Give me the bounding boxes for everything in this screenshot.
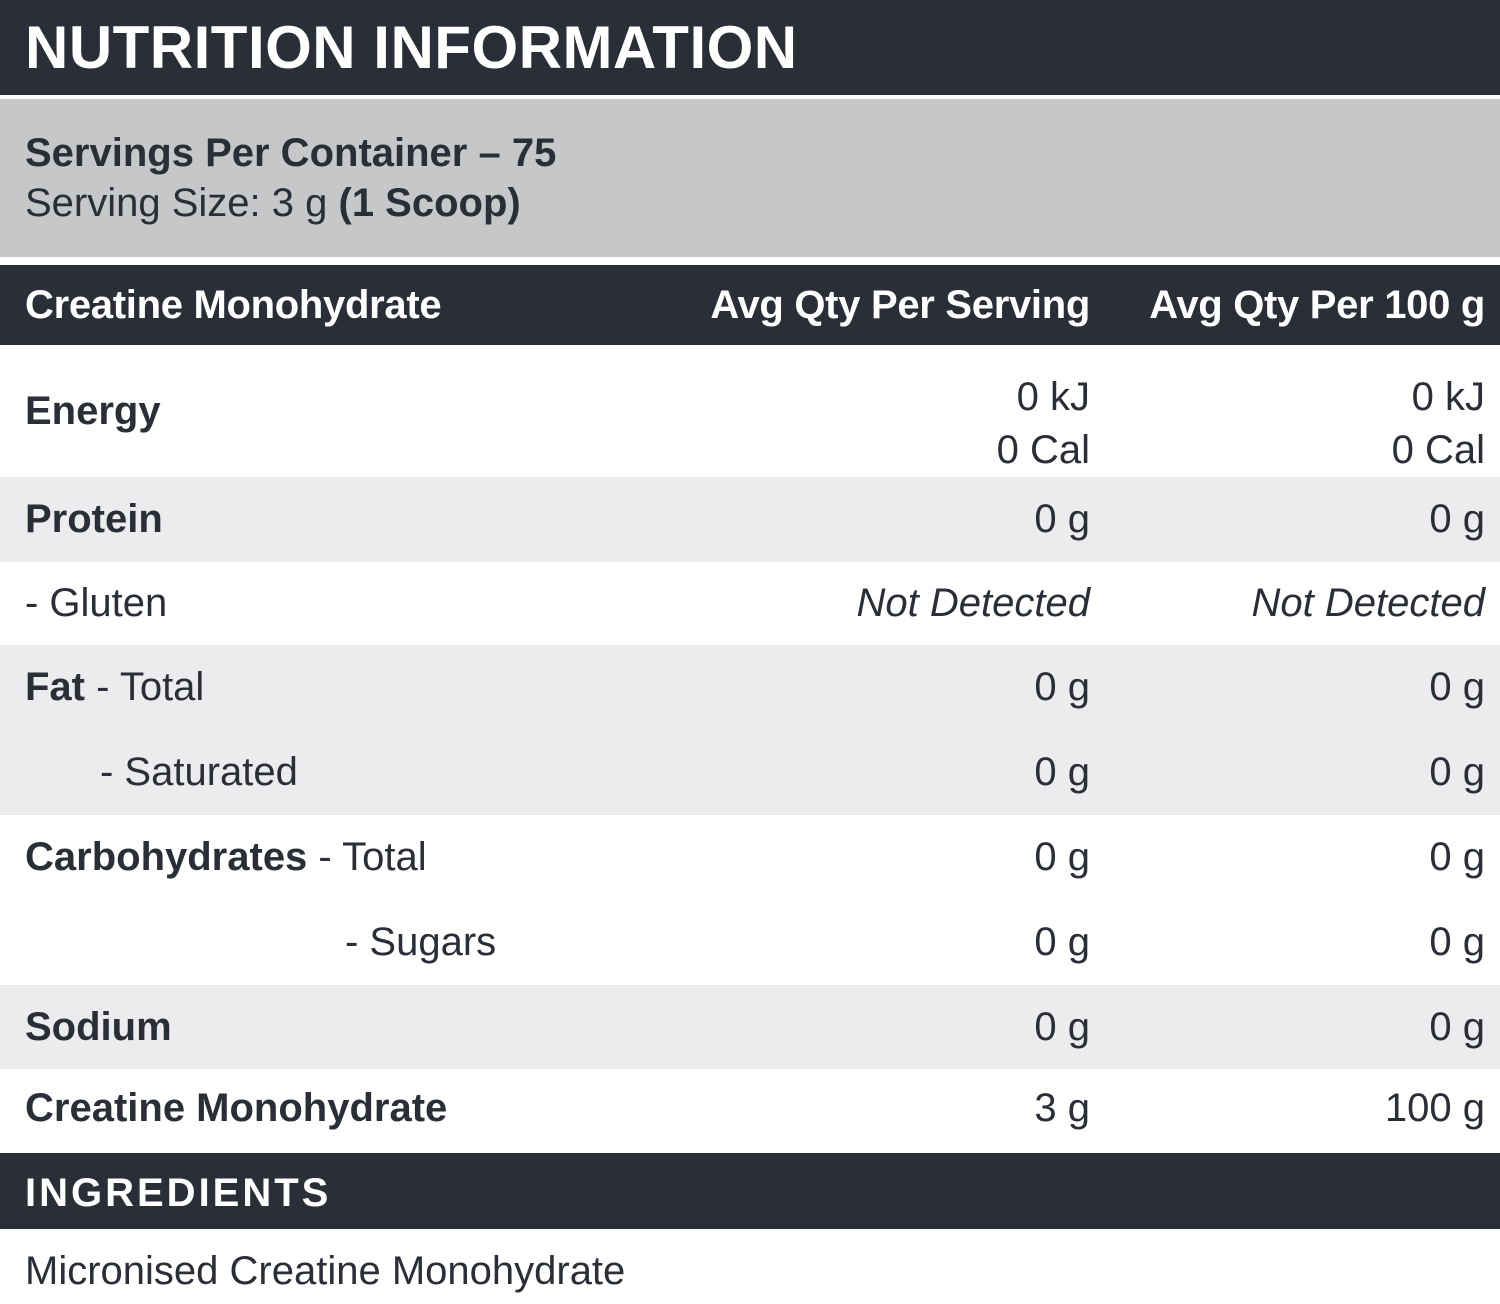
ingredients-text: Micronised Creatine Monohydrate (25, 1249, 626, 1293)
creatine-per-serving: 3 g (1034, 1086, 1090, 1130)
protein-per-100g: 0 g (1429, 497, 1485, 541)
sugars-label: - Sugars (345, 920, 497, 964)
fat-saturated-per-100g: 0 g (1429, 750, 1485, 794)
fat-label-col: Fat - Total - Saturated (25, 645, 700, 815)
sodium-per-100g: 0 g (1429, 1004, 1485, 1049)
carbs-total-per-100g: 0 g (1429, 835, 1485, 879)
table-row-creatine-monohydrate: Creatine Monohydrate 3 g 100 g (0, 1069, 1500, 1148)
carbs-label-bold: Carbohydrates (25, 835, 308, 879)
ingredients-heading: INGREDIENTS (25, 1171, 332, 1215)
table-header-per-100g: Avg Qty Per 100 g (1149, 282, 1485, 327)
energy-per-serving-cal: 0 Cal (996, 428, 1090, 472)
energy-per-serving-kj: 0 kJ (1016, 375, 1090, 419)
divider (0, 1148, 1500, 1153)
fat-label-bold: Fat (25, 665, 85, 709)
table-row-sodium: Sodium 0 g 0 g (0, 985, 1500, 1069)
divider (0, 95, 1500, 99)
table-row-carbohydrates: Carbohydrates - Total - Sugars 0 g 0 g 0… (0, 815, 1500, 985)
table-row-gluten: - Gluten Not Detected Not Detected (0, 562, 1500, 645)
fat-saturated-label: - Saturated (25, 730, 700, 815)
fat-per-100g-col: 0 g 0 g (1090, 645, 1485, 815)
carbs-total-label: Carbohydrates - Total (25, 815, 700, 900)
energy-per-100g-kj: 0 kJ (1411, 375, 1485, 419)
gluten-per-serving: Not Detected (856, 581, 1090, 625)
table-row-protein: Protein 0 g 0 g (0, 477, 1500, 562)
fat-label-rest: - Total (85, 665, 205, 709)
table-row-energy: Energy 0 kJ 0 Cal 0 kJ 0 Cal (0, 345, 1500, 477)
serving-size: Serving Size: 3 g (1 Scoop) (25, 178, 1475, 228)
energy-label-cell: Energy (25, 345, 700, 477)
divider (0, 257, 1500, 265)
creatine-per-100g: 100 g (1384, 1086, 1485, 1130)
table-header-per-serving: Avg Qty Per Serving (710, 282, 1090, 327)
energy-per-100g-cal: 0 Cal (1391, 428, 1485, 472)
ingredients-body-area: Micronised Creatine Monohydrate (0, 1229, 1500, 1304)
gluten-label-cell: - Gluten (25, 562, 700, 645)
sodium-per-serving: 0 g (1034, 1004, 1090, 1049)
table-header-product: Creatine Monohydrate (25, 282, 442, 327)
carbs-sugars-per-100g: 0 g (1429, 920, 1485, 964)
serving-size-scoop: (1 Scoop) (338, 181, 521, 225)
creatine-label-cell: Creatine Monohydrate (25, 1069, 700, 1148)
carbs-sugars-label: - Sugars (25, 900, 700, 985)
carbs-sugars-per-serving: 0 g (1034, 920, 1090, 964)
gluten-per-100g: Not Detected (1251, 581, 1485, 625)
fat-total-label: Fat - Total (25, 645, 700, 730)
saturated-label: - Saturated (100, 750, 298, 794)
energy-per-100g-cell: 0 kJ 0 Cal (1090, 345, 1485, 477)
fat-per-serving-col: 0 g 0 g (700, 645, 1090, 815)
fat-saturated-per-serving: 0 g (1034, 750, 1090, 794)
fat-total-per-serving: 0 g (1034, 665, 1090, 709)
carbs-per-serving-col: 0 g 0 g (700, 815, 1090, 985)
table-header-row: Creatine Monohydrate Avg Qty Per Serving… (0, 265, 1500, 345)
serving-size-text: Serving Size: 3 g (25, 181, 339, 225)
energy-label: Energy (25, 388, 161, 433)
carbs-total-per-serving: 0 g (1034, 835, 1090, 879)
sodium-label: Sodium (25, 1004, 172, 1049)
servings-per-container: Servings Per Container – 75 (25, 131, 557, 175)
protein-per-serving: 0 g (1034, 497, 1090, 541)
sodium-label-cell: Sodium (25, 985, 700, 1069)
table-row-fat: Fat - Total - Saturated 0 g 0 g 0 g 0 g (0, 645, 1500, 815)
fat-total-per-100g: 0 g (1429, 665, 1485, 709)
ingredients-heading-bar: INGREDIENTS (0, 1153, 1500, 1229)
nutrition-information-title-bar: NUTRITION INFORMATION (0, 0, 1500, 95)
serving-info-band: Servings Per Container – 75 Serving Size… (0, 99, 1500, 257)
energy-per-serving-cell: 0 kJ 0 Cal (700, 345, 1090, 477)
carbs-label-rest: - Total (307, 835, 427, 879)
protein-label-cell: Protein (25, 477, 700, 562)
gluten-label: - Gluten (25, 581, 168, 625)
nutrition-information-title: NUTRITION INFORMATION (25, 14, 798, 81)
creatine-label: Creatine Monohydrate (25, 1086, 448, 1130)
carbs-label-col: Carbohydrates - Total - Sugars (25, 815, 700, 985)
protein-label: Protein (25, 497, 163, 541)
carbs-per-100g-col: 0 g 0 g (1090, 815, 1485, 985)
